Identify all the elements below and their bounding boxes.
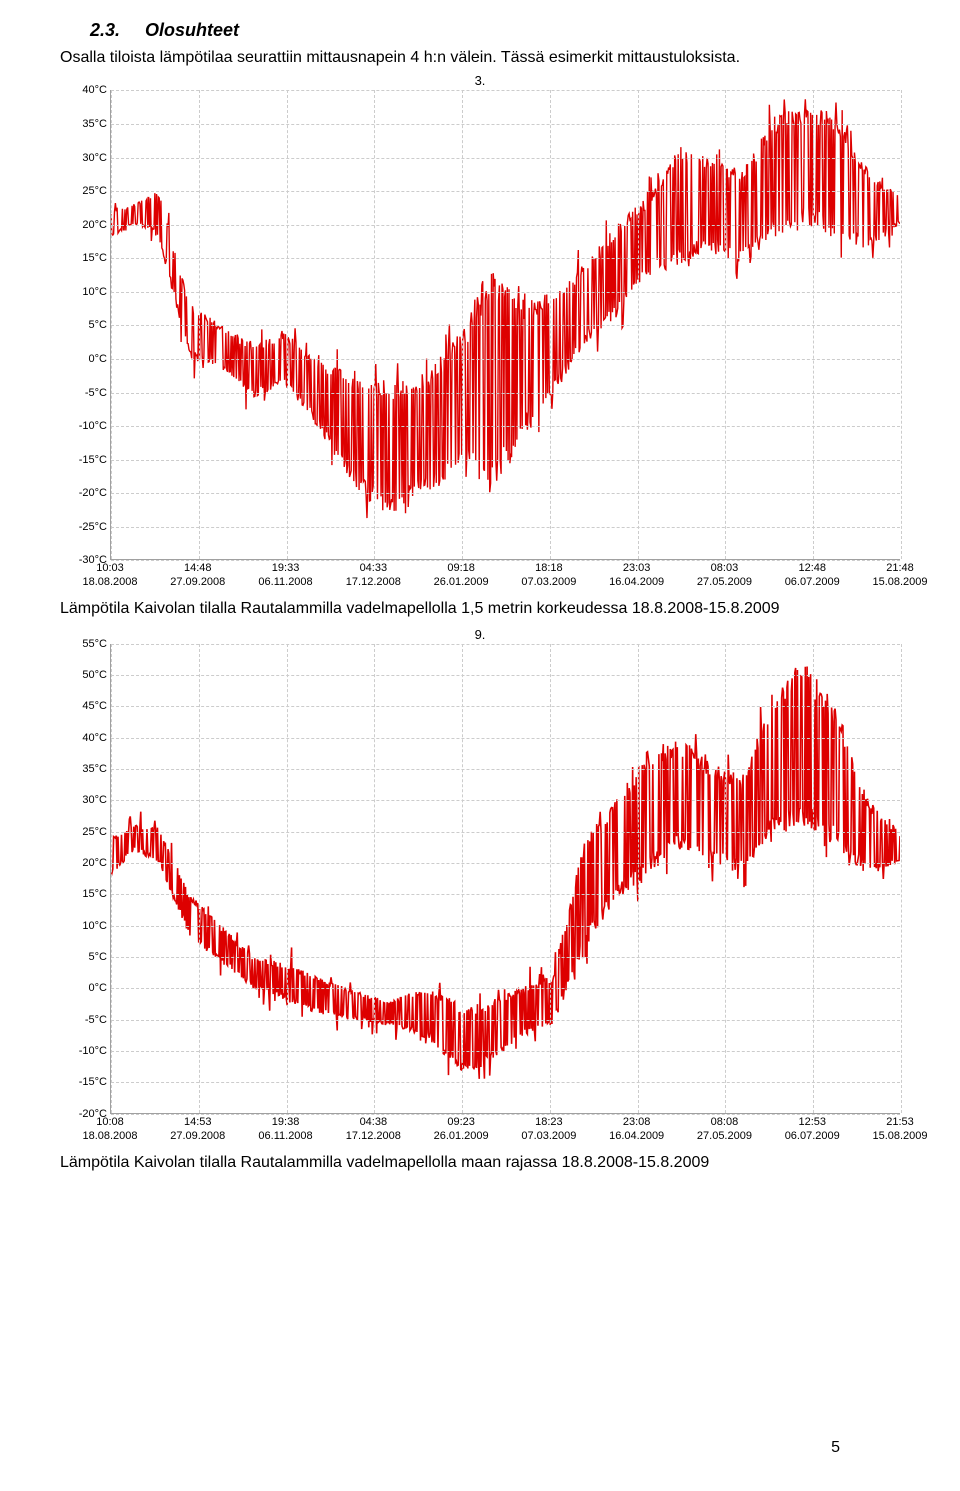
y-tick-label: -15°C — [79, 1076, 107, 1088]
y-tick-label: 15°C — [82, 252, 107, 264]
page-number: 5 — [831, 1439, 840, 1457]
x-tick-label: 10:0318.08.2008 — [82, 562, 137, 590]
y-tick-label: -10°C — [79, 420, 107, 432]
chart-2-xaxis: 10:0818.08.200814:5327.09.200819:3806.11… — [110, 1114, 900, 1148]
y-tick-label: 10°C — [82, 920, 107, 932]
y-tick-label: 30°C — [82, 152, 107, 164]
chart-1-plot: -30°C-25°C-20°C-15°C-10°C-5°C0°C5°C10°C1… — [110, 90, 900, 560]
y-tick-label: -25°C — [79, 521, 107, 533]
x-tick-label: 08:0827.05.2009 — [697, 1116, 752, 1144]
chart-1-caption: Lämpötila Kaivolan tilalla Rautalammilla… — [60, 598, 900, 620]
y-tick-label: 10°C — [82, 286, 107, 298]
y-tick-label: 5°C — [89, 951, 107, 963]
x-tick-label: 19:3306.11.2008 — [258, 562, 312, 590]
y-tick-label: 20°C — [82, 857, 107, 869]
section-title: Olosuhteet — [145, 20, 239, 40]
x-tick-label: 19:3806.11.2008 — [258, 1116, 312, 1144]
x-tick-label: 12:5306.07.2009 — [785, 1116, 840, 1144]
y-tick-label: 20°C — [82, 219, 107, 231]
chart-1: 3. -30°C-25°C-20°C-15°C-10°C-5°C0°C5°C10… — [60, 73, 900, 594]
x-tick-label: 21:4815.08.2009 — [872, 562, 927, 590]
x-tick-label: 21:5315.08.2009 — [872, 1116, 927, 1144]
x-tick-label: 04:3817.12.2008 — [346, 1116, 401, 1144]
y-tick-label: 50°C — [82, 669, 107, 681]
y-tick-label: 0°C — [89, 982, 107, 994]
y-tick-label: 25°C — [82, 826, 107, 838]
y-tick-label: -20°C — [79, 487, 107, 499]
y-tick-label: -15°C — [79, 454, 107, 466]
x-tick-label: 18:1807.03.2009 — [521, 562, 576, 590]
chart-2: 9. -20°C-15°C-10°C-5°C0°C5°C10°C15°C20°C… — [60, 627, 900, 1148]
y-tick-label: 40°C — [82, 732, 107, 744]
x-tick-label: 23:0816.04.2009 — [609, 1116, 664, 1144]
y-tick-label: 35°C — [82, 763, 107, 775]
y-tick-label: 35°C — [82, 118, 107, 130]
x-tick-label: 08:0327.05.2009 — [697, 562, 752, 590]
chart-2-yaxis: -20°C-15°C-10°C-5°C0°C5°C10°C15°C20°C25°… — [61, 644, 109, 1113]
x-tick-label: 14:4827.09.2008 — [170, 562, 225, 590]
y-tick-label: 5°C — [89, 319, 107, 331]
y-tick-label: 0°C — [89, 353, 107, 365]
y-tick-label: -10°C — [79, 1045, 107, 1057]
x-tick-label: 09:1826.01.2009 — [434, 562, 489, 590]
x-tick-label: 18:2307.03.2009 — [521, 1116, 576, 1144]
y-tick-label: 55°C — [82, 638, 107, 650]
chart-1-xaxis: 10:0318.08.200814:4827.09.200819:3306.11… — [110, 560, 900, 594]
x-tick-label: 14:5327.09.2008 — [170, 1116, 225, 1144]
x-tick-label: 12:4806.07.2009 — [785, 562, 840, 590]
x-tick-label: 04:3317.12.2008 — [346, 562, 401, 590]
chart-2-number: 9. — [60, 627, 900, 642]
chart-2-plot: -20°C-15°C-10°C-5°C0°C5°C10°C15°C20°C25°… — [110, 644, 900, 1114]
chart-1-number: 3. — [60, 73, 900, 88]
chart-2-caption: Lämpötila Kaivolan tilalla Rautalammilla… — [60, 1152, 900, 1174]
section-heading: 2.3. Olosuhteet — [90, 20, 900, 41]
y-tick-label: 25°C — [82, 185, 107, 197]
y-tick-label: 40°C — [82, 84, 107, 96]
y-tick-label: -5°C — [85, 1014, 107, 1026]
x-tick-label: 10:0818.08.2008 — [82, 1116, 137, 1144]
x-tick-label: 23:0316.04.2009 — [609, 562, 664, 590]
chart-1-yaxis: -30°C-25°C-20°C-15°C-10°C-5°C0°C5°C10°C1… — [61, 90, 109, 559]
intro-paragraph: Osalla tiloista lämpötilaa seurattiin mi… — [60, 47, 900, 69]
y-tick-label: 45°C — [82, 700, 107, 712]
chart-2-line — [111, 644, 900, 1113]
y-tick-label: -5°C — [85, 387, 107, 399]
section-number: 2.3. — [90, 20, 120, 40]
x-tick-label: 09:2326.01.2009 — [434, 1116, 489, 1144]
y-tick-label: 15°C — [82, 888, 107, 900]
y-tick-label: 30°C — [82, 794, 107, 806]
